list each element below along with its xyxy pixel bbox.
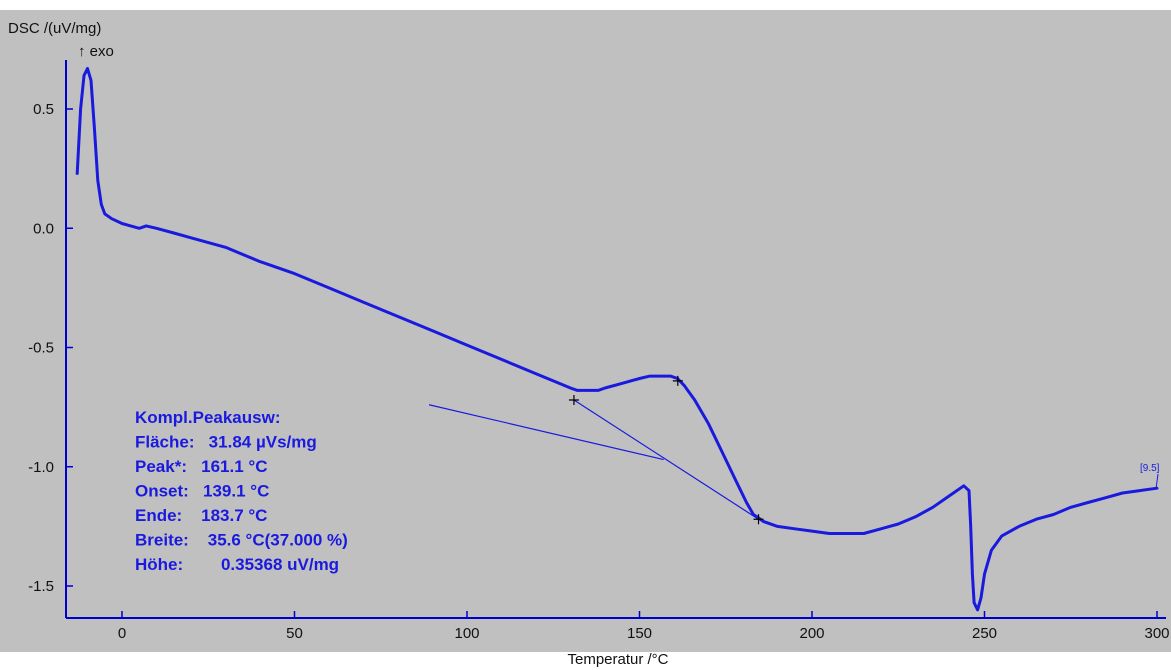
dsc-curve xyxy=(75,67,1159,612)
y-tick-label: -0.5 xyxy=(28,340,54,357)
annotation-line: Ende: 183.7 °C xyxy=(135,506,267,525)
y-tick-label: 0.0 xyxy=(33,220,54,237)
x-tick-label: 250 xyxy=(972,625,997,642)
segment-label-leader xyxy=(1155,473,1159,489)
x-tick-label: 300 xyxy=(1144,625,1169,642)
annotation-line: Höhe: 0.35368 uV/mg xyxy=(135,555,339,574)
plot-background xyxy=(0,10,1171,652)
annotation-line: Fläche: 31.84 µVs/mg xyxy=(135,433,317,452)
annotation-line: Peak*: 161.1 °C xyxy=(135,457,268,476)
peak-markers xyxy=(568,375,764,525)
axes: 0.5 0.0 -0.5 -1.0 -1.5 0 50 100 150 200 250 300 xyxy=(28,60,1170,642)
y-axis-title: DSC /(uV/mg) xyxy=(8,20,101,37)
y-tick-label: -1.0 xyxy=(28,459,54,476)
y-tick-label: -1.5 xyxy=(28,578,54,595)
annotation-line: Kompl.Peakausw: xyxy=(135,408,281,427)
x-tick-label: 0 xyxy=(118,625,126,642)
dsc-curve-layer xyxy=(75,67,1159,612)
tangent-line xyxy=(573,399,759,520)
peak-evaluation-annotation: Kompl.Peakausw: Fläche: 31.84 µVs/mg Peak*… xyxy=(135,408,348,574)
cross-marker xyxy=(568,394,579,405)
exo-direction-label: ↑ exo xyxy=(78,43,114,60)
analysis-lines xyxy=(428,399,1159,520)
x-tick-label: 150 xyxy=(627,625,652,642)
cross-marker xyxy=(672,375,683,386)
x-axis-title: Temperatur /°C xyxy=(567,651,668,668)
annotation-line: Breite: 35.6 °C(37.000 %) xyxy=(135,531,348,550)
x-tick-label: 200 xyxy=(799,625,824,642)
x-tick-label: 100 xyxy=(454,625,479,642)
x-tick-label: 50 xyxy=(286,625,303,642)
segment-label: [9.5] xyxy=(1140,463,1160,474)
y-tick-label: 0.5 xyxy=(33,101,54,118)
cross-marker xyxy=(753,514,764,525)
annotation-line: Onset: 139.1 °C xyxy=(135,482,269,501)
baseline-line xyxy=(428,404,664,461)
